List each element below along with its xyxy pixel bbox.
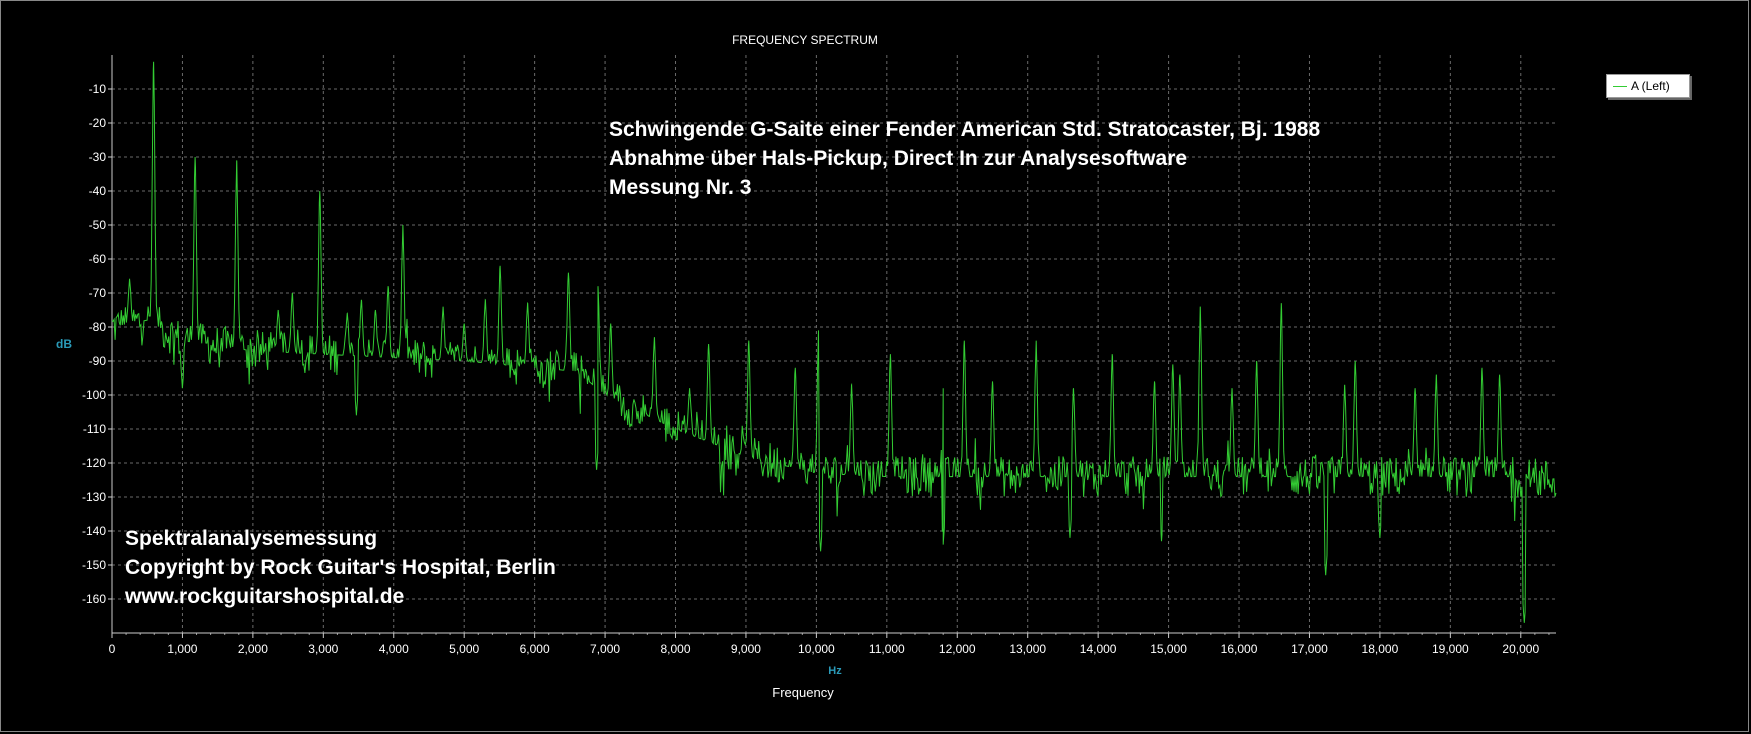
- copyright-line-3: www.rockguitarshospital.de: [125, 585, 405, 608]
- x-tick-label: 5,000: [449, 642, 479, 656]
- description-line-1: Schwingende G-Saite einer Fender America…: [609, 118, 1321, 141]
- x-axis-label: Frequency: [772, 685, 834, 700]
- x-tick-label: 11,000: [869, 642, 905, 656]
- legend-swatch: [1613, 85, 1627, 87]
- chart-title: FREQUENCY SPECTRUM: [732, 33, 878, 47]
- x-tick-label: 14,000: [1080, 642, 1117, 656]
- y-tick-label: -20: [89, 116, 107, 130]
- y-tick-label: -140: [82, 524, 106, 538]
- legend: A (Left): [1606, 74, 1690, 98]
- x-tick-label: 9,000: [731, 642, 761, 656]
- x-tick-label: 8,000: [660, 642, 690, 656]
- copyright-line-2: Copyright by Rock Guitar's Hospital, Ber…: [125, 556, 556, 579]
- y-tick-label: -150: [82, 558, 106, 572]
- x-tick-label: 3,000: [308, 642, 338, 656]
- y-tick-label: -40: [89, 184, 107, 198]
- description-line-2: Abnahme über Hals-Pickup, Direct In zur …: [609, 147, 1188, 170]
- x-tick-label: 15,000: [1150, 642, 1187, 656]
- y-ticks: -10 -20 -30 -40 -50 -60 -70 -80 -90 -100 -110 -120 -…: [82, 82, 106, 606]
- x-axis-unit: Hz: [828, 665, 842, 677]
- x-tick-label: 16,000: [1221, 642, 1258, 656]
- copyright-note: Spektralanalysemessung Copyright by Rock…: [125, 524, 556, 611]
- y-tick-label: -160: [82, 592, 106, 606]
- series-line-a-left: [111, 61, 1557, 623]
- x-tick-label: 13,000: [1009, 642, 1046, 656]
- y-tick-label: -30: [89, 150, 107, 164]
- x-tick-label: 20,000: [1502, 642, 1539, 656]
- axes: [108, 55, 1556, 638]
- y-axis-label: dB: [56, 337, 72, 351]
- copyright-line-1: Spektralanalysemessung: [125, 527, 378, 550]
- legend-label: A (Left): [1631, 79, 1670, 93]
- x-tick-label: 2,000: [238, 642, 268, 656]
- x-tick-label: 17,000: [1291, 642, 1328, 656]
- x-tick-label: 6,000: [520, 642, 550, 656]
- y-tick-label: -50: [89, 218, 107, 232]
- description-line-3: Messung Nr. 3: [609, 176, 752, 199]
- x-tick-label: 19,000: [1432, 642, 1469, 656]
- x-tick-label: 7,000: [590, 642, 620, 656]
- y-tick-label: -120: [82, 456, 106, 470]
- y-tick-label: -90: [89, 354, 107, 368]
- measurement-description: Schwingende G-Saite einer Fender America…: [609, 115, 1320, 202]
- y-tick-label: -100: [82, 388, 106, 402]
- y-tick-label: -10: [89, 82, 107, 96]
- x-tick-label: 0: [109, 642, 116, 656]
- y-tick-label: -60: [89, 252, 107, 266]
- y-tick-label: -80: [89, 320, 107, 334]
- x-ticks: 0 1,000 2,000 3,000 4,000 5,000 6,000 7,000 8,00…: [109, 642, 1540, 656]
- x-tick-label: 1,000: [167, 642, 197, 656]
- x-tick-label: 10,000: [798, 642, 835, 656]
- x-tick-label: 18,000: [1362, 642, 1399, 656]
- grid: [112, 55, 1556, 633]
- y-tick-label: -130: [82, 490, 106, 504]
- y-tick-label: -70: [89, 286, 107, 300]
- x-tick-label: 4,000: [379, 642, 409, 656]
- y-tick-label: -110: [83, 422, 106, 436]
- x-tick-label: 12,000: [939, 642, 976, 656]
